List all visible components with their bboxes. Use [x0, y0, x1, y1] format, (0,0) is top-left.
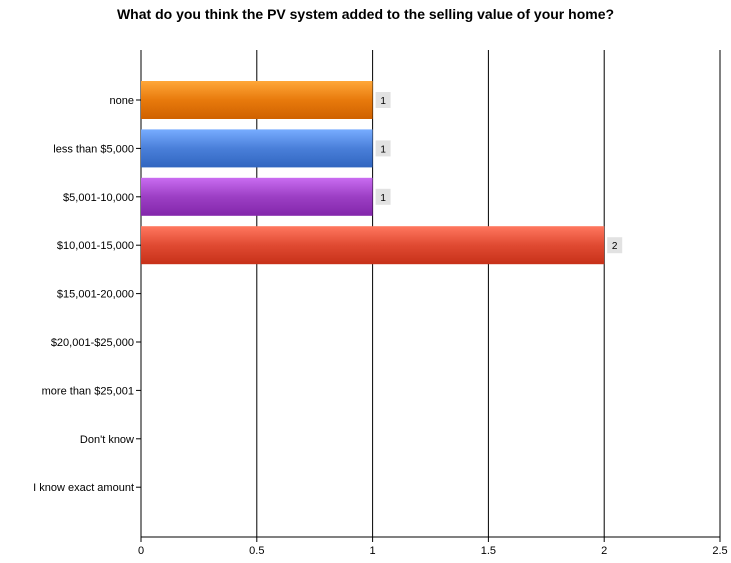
category-label: $20,001-$25,000 [51, 337, 134, 349]
x-tick-label: 0.5 [249, 545, 264, 557]
data-label: 2 [612, 241, 618, 252]
x-tick-label: 1 [370, 545, 376, 557]
bar [141, 177, 373, 216]
chart-title: What do you think the PV system added to… [116, 6, 615, 22]
category-label: I know exact amount [33, 482, 134, 494]
data-label-bg [375, 140, 391, 157]
bar [141, 129, 373, 168]
x-tick-label: 1.5 [481, 545, 496, 557]
category-label: more than $25,001 [42, 385, 134, 397]
x-tick-label: 2 [601, 545, 607, 557]
data-label-bg [607, 237, 623, 254]
bar [141, 226, 605, 265]
data-label: 1 [380, 193, 386, 204]
x-tick-label: 2.5 [712, 545, 727, 557]
category-label: $5,001-10,000 [63, 192, 134, 204]
category-label: $15,001-20,000 [57, 289, 134, 301]
data-label-bg [375, 188, 391, 205]
bar [141, 81, 373, 119]
x-tick-label: 0 [138, 545, 144, 557]
category-label: none [110, 95, 134, 107]
category-label: less than $5,000 [53, 143, 134, 155]
data-label: 1 [380, 96, 386, 107]
category-label: $10,001-15,000 [57, 240, 134, 252]
category-label: Don't know [80, 434, 134, 446]
data-label: 1 [380, 144, 386, 155]
data-label-bg [375, 92, 391, 108]
